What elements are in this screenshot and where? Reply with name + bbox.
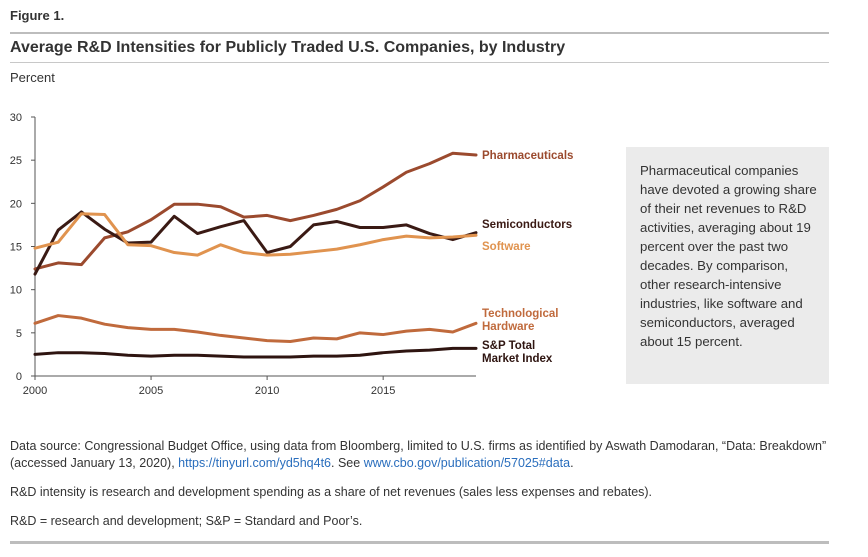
source-link-tinyurl[interactable]: https://tinyurl.com/yd5hq4t6	[178, 456, 332, 470]
series-label-line: Market Index	[482, 353, 553, 365]
y-tick-label: 25	[10, 155, 22, 167]
y-axis-unit-label: Percent	[10, 70, 55, 85]
line-chart: 0 5 10 15 20 25 30 2000 2005 2010 2015 Pharmaceutic…	[10, 112, 574, 397]
series-line-semiconductors	[33, 210, 478, 276]
series-label-line: Semiconductors	[482, 219, 572, 231]
top-rule	[10, 32, 829, 34]
x-tick-label: 2005	[139, 385, 163, 397]
source-text: Data source: Congressional Budget Office…	[10, 439, 827, 470]
series-line-technological-hardware	[33, 314, 478, 343]
y-tick-label: 30	[10, 112, 22, 124]
series-label-technological-hardware: Technological Hardware	[482, 308, 558, 333]
x-tick-label: 2015	[371, 385, 395, 397]
series-label-pharmaceuticals: Pharmaceuticals	[482, 150, 573, 162]
y-tick-label: 5	[16, 328, 22, 340]
definition-note: R&D intensity is research and developmen…	[10, 485, 653, 499]
x-tick-label: 2000	[23, 385, 47, 397]
abbreviations-note: R&D = research and development; S&P = St…	[10, 514, 363, 528]
y-tick-label: 0	[16, 371, 22, 383]
series-line-s-p-total-market-index	[33, 346, 478, 359]
source-link-cbo[interactable]: www.cbo.gov/publication/57025#data	[363, 456, 571, 470]
x-tick-label: 2010	[255, 385, 279, 397]
series-label-line: Technological	[482, 308, 558, 320]
title-rule	[10, 62, 829, 63]
series-label-software: Software	[482, 241, 531, 253]
source-text-end: .	[570, 456, 574, 470]
source-text-mid: . See	[331, 456, 364, 470]
series-label-line: Hardware	[482, 321, 534, 333]
series-label-line: Software	[482, 241, 531, 253]
series-label-line: S&P Total	[482, 340, 535, 352]
data-source-note: Data source: Congressional Budget Office…	[10, 438, 840, 472]
chart-title: Average R&D Intensities for Publicly Tra…	[10, 39, 566, 56]
y-tick-label: 10	[10, 285, 22, 297]
bottom-rule	[10, 541, 829, 544]
sidebar-note: Pharmaceutical companies have devoted a …	[626, 147, 829, 384]
series-label-semiconductors: Semiconductors	[482, 219, 572, 231]
series-label-s-p-total-market-index: S&P Total Market Index	[482, 340, 553, 365]
series-line-software	[33, 212, 478, 257]
notes: Data source: Congressional Budget Office…	[10, 438, 840, 542]
figure-label: Figure 1.	[10, 8, 65, 23]
y-tick-label: 15	[10, 242, 22, 254]
series-line-pharmaceuticals	[33, 151, 478, 271]
series-label-line: Pharmaceuticals	[482, 150, 573, 162]
y-tick-label: 20	[10, 198, 22, 210]
